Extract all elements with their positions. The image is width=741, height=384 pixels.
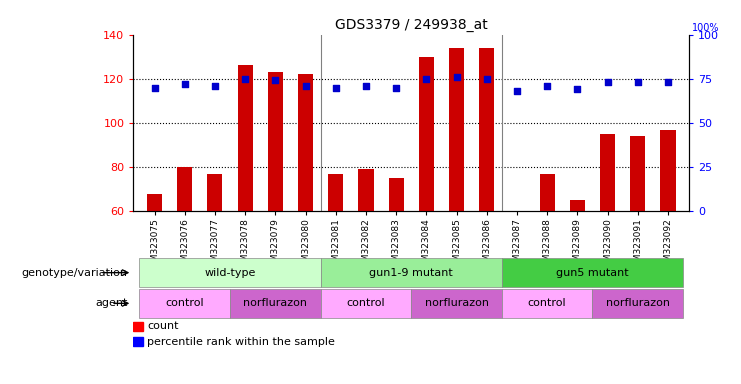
Point [511,88,523,94]
Bar [502,289,593,318]
Point [149,84,161,91]
Bar [207,174,222,211]
Bar [321,289,411,318]
Bar [539,174,555,211]
Bar [359,169,373,211]
Bar [268,72,283,211]
Bar [230,289,321,318]
Point [602,79,614,85]
Text: 100%: 100% [692,23,720,33]
Bar [600,134,615,211]
Point [632,79,644,85]
Point [451,74,462,80]
Text: agent: agent [96,298,127,308]
Text: gun5 mutant: gun5 mutant [556,268,629,278]
Point [541,83,553,89]
Bar [328,174,343,211]
Text: genotype/variation: genotype/variation [21,268,127,278]
Text: gun1-9 mutant: gun1-9 mutant [369,268,453,278]
Bar [133,337,143,346]
Bar [449,48,464,211]
Point [239,76,251,82]
Bar [479,48,494,211]
Bar [177,167,192,211]
Text: count: count [147,321,179,331]
Point [420,76,432,82]
Point [481,76,493,82]
Bar [631,136,645,211]
Text: control: control [347,298,385,308]
Point [299,83,311,89]
Text: control: control [165,298,204,308]
Title: GDS3379 / 249938_at: GDS3379 / 249938_at [335,18,488,32]
Text: norflurazon: norflurazon [425,298,488,308]
Bar [502,258,683,287]
Text: percentile rank within the sample: percentile rank within the sample [147,337,335,347]
Bar [298,74,313,211]
Point [209,83,221,89]
Point [571,86,583,93]
Bar [139,258,321,287]
Text: norflurazon: norflurazon [606,298,670,308]
Point [360,83,372,89]
Point [662,79,674,85]
Bar [570,200,585,211]
Point [270,78,282,84]
Point [179,81,190,87]
Bar [388,178,404,211]
Text: norflurazon: norflurazon [243,298,308,308]
Point [330,84,342,91]
Bar [321,258,502,287]
Bar [411,289,502,318]
Bar [660,129,676,211]
Bar [238,66,253,211]
Bar [593,289,683,318]
Text: wild-type: wild-type [205,268,256,278]
Point [391,84,402,91]
Bar [147,194,162,211]
Text: control: control [528,298,566,308]
Bar [419,57,434,211]
Bar [139,289,230,318]
Bar [133,322,143,331]
